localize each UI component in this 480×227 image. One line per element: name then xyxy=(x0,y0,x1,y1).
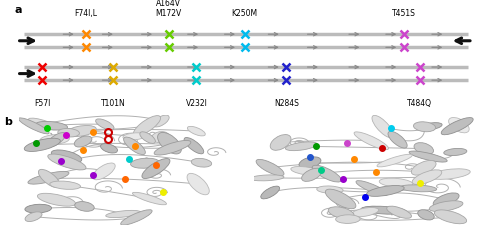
Ellipse shape xyxy=(38,170,60,188)
Text: a: a xyxy=(14,5,22,15)
Ellipse shape xyxy=(429,169,470,180)
Ellipse shape xyxy=(336,215,360,223)
Ellipse shape xyxy=(152,132,169,143)
Ellipse shape xyxy=(429,201,463,212)
Ellipse shape xyxy=(157,133,181,154)
Ellipse shape xyxy=(100,144,118,153)
Ellipse shape xyxy=(132,192,167,205)
Ellipse shape xyxy=(261,186,280,199)
Text: T484Q: T484Q xyxy=(408,98,432,107)
Ellipse shape xyxy=(444,149,467,156)
Ellipse shape xyxy=(184,138,204,154)
Ellipse shape xyxy=(412,170,442,185)
Ellipse shape xyxy=(301,168,322,182)
Ellipse shape xyxy=(133,116,161,136)
Ellipse shape xyxy=(40,135,70,145)
Ellipse shape xyxy=(120,210,152,225)
Text: K250M: K250M xyxy=(232,9,258,18)
Ellipse shape xyxy=(256,160,284,176)
Ellipse shape xyxy=(153,116,169,127)
Ellipse shape xyxy=(192,159,212,167)
Text: T101N: T101N xyxy=(101,98,126,107)
Ellipse shape xyxy=(409,151,447,162)
Ellipse shape xyxy=(413,122,435,132)
Ellipse shape xyxy=(123,133,147,140)
Ellipse shape xyxy=(25,212,42,222)
Ellipse shape xyxy=(187,127,205,136)
Ellipse shape xyxy=(372,116,394,138)
Ellipse shape xyxy=(74,136,92,147)
Ellipse shape xyxy=(250,175,284,181)
Ellipse shape xyxy=(418,210,434,220)
Ellipse shape xyxy=(37,193,75,206)
Text: T451S: T451S xyxy=(392,9,416,18)
Ellipse shape xyxy=(187,174,209,195)
Ellipse shape xyxy=(367,186,404,197)
Ellipse shape xyxy=(66,126,96,137)
Ellipse shape xyxy=(317,186,343,193)
Ellipse shape xyxy=(379,178,413,188)
Ellipse shape xyxy=(96,119,114,130)
Ellipse shape xyxy=(25,204,51,213)
Ellipse shape xyxy=(414,143,433,155)
Ellipse shape xyxy=(291,167,322,175)
Ellipse shape xyxy=(418,123,442,131)
Ellipse shape xyxy=(312,165,341,182)
Ellipse shape xyxy=(433,193,459,207)
Ellipse shape xyxy=(388,132,407,148)
Ellipse shape xyxy=(441,118,473,135)
Ellipse shape xyxy=(50,181,81,190)
Ellipse shape xyxy=(140,132,156,144)
Text: F74I,L: F74I,L xyxy=(74,9,97,18)
Ellipse shape xyxy=(75,202,94,211)
Ellipse shape xyxy=(328,207,354,219)
Text: V232I: V232I xyxy=(185,98,207,107)
Ellipse shape xyxy=(449,118,469,133)
Ellipse shape xyxy=(19,118,49,134)
Ellipse shape xyxy=(299,157,321,169)
Text: A164V
M172V: A164V M172V xyxy=(156,0,182,18)
Ellipse shape xyxy=(36,122,68,131)
Ellipse shape xyxy=(124,138,145,155)
Ellipse shape xyxy=(48,154,86,170)
Ellipse shape xyxy=(361,206,407,214)
Ellipse shape xyxy=(400,185,437,192)
Ellipse shape xyxy=(325,189,356,209)
Ellipse shape xyxy=(47,133,66,147)
Text: b: b xyxy=(4,117,12,127)
Ellipse shape xyxy=(28,172,69,184)
Text: N284S: N284S xyxy=(274,98,299,107)
Ellipse shape xyxy=(270,135,291,151)
Ellipse shape xyxy=(154,141,191,155)
Ellipse shape xyxy=(93,163,115,180)
Ellipse shape xyxy=(356,181,387,195)
Ellipse shape xyxy=(387,206,411,218)
Ellipse shape xyxy=(28,118,59,130)
Text: F57I: F57I xyxy=(34,98,50,107)
Ellipse shape xyxy=(354,132,388,150)
Ellipse shape xyxy=(411,161,436,175)
Ellipse shape xyxy=(286,142,317,151)
Ellipse shape xyxy=(131,158,159,168)
Ellipse shape xyxy=(106,210,141,218)
Ellipse shape xyxy=(142,159,170,179)
Ellipse shape xyxy=(434,210,467,224)
Ellipse shape xyxy=(377,155,412,167)
Ellipse shape xyxy=(24,139,60,152)
Ellipse shape xyxy=(351,208,379,217)
Ellipse shape xyxy=(51,150,82,163)
Ellipse shape xyxy=(58,129,79,137)
